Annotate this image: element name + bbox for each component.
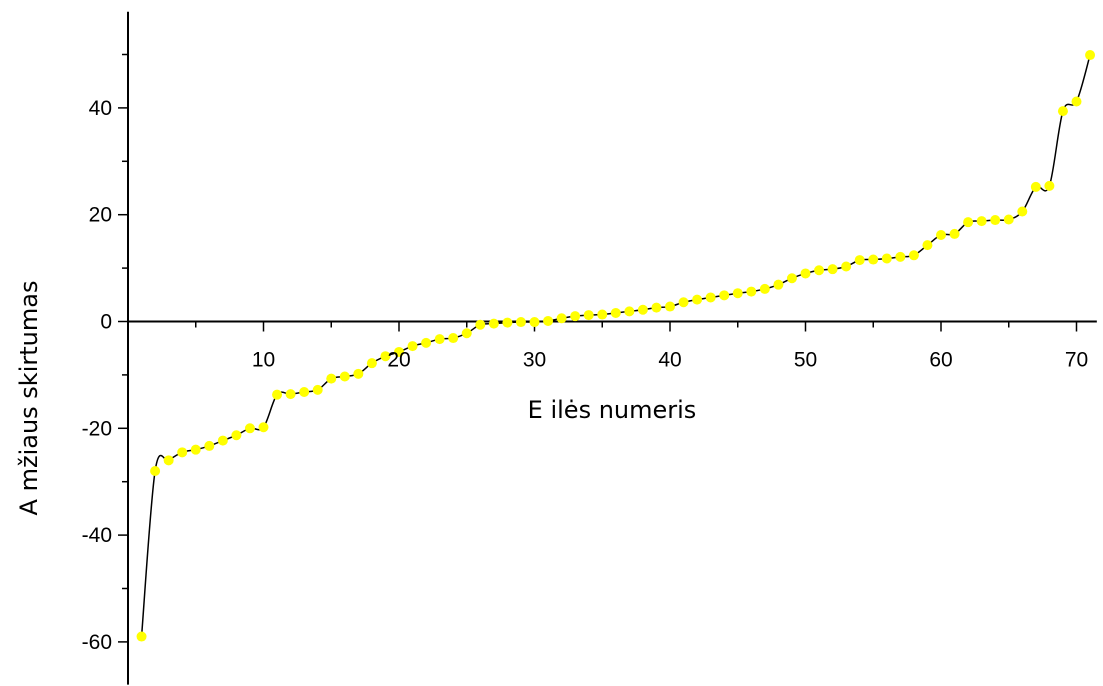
data-point <box>759 283 770 294</box>
data-point <box>678 297 689 308</box>
data-point <box>854 255 865 266</box>
data-point <box>543 315 554 326</box>
data-point <box>597 309 608 320</box>
data-point <box>312 384 323 395</box>
series-line <box>140 54 1091 637</box>
series-line-group <box>140 54 1091 637</box>
data-point <box>936 229 946 240</box>
data-point <box>394 346 404 357</box>
data-point <box>827 264 838 275</box>
data-point <box>841 261 852 272</box>
data-point <box>1085 50 1096 61</box>
data-point <box>1044 180 1055 191</box>
y-tick-label: 0 <box>100 311 112 334</box>
data-point <box>136 631 147 642</box>
y-tick-label: -60 <box>82 631 112 654</box>
data-point <box>1017 206 1028 217</box>
data-point <box>583 310 594 321</box>
y-tick-label: -20 <box>82 417 112 440</box>
data-point <box>570 311 581 322</box>
data-point <box>1003 214 1014 225</box>
data-point <box>326 373 337 384</box>
data-point <box>421 337 432 348</box>
data-point <box>163 455 174 466</box>
data-point <box>380 351 391 362</box>
data-point <box>624 306 635 317</box>
data-point <box>258 422 269 433</box>
data-point <box>800 268 811 279</box>
data-point <box>231 430 242 441</box>
data-point <box>990 215 1001 226</box>
y-tick-label: 40 <box>89 97 112 120</box>
data-point <box>244 423 255 434</box>
data-point <box>488 318 499 329</box>
x-tick-label: 70 <box>1065 349 1088 372</box>
data-point <box>786 273 797 284</box>
x-tick-label: 50 <box>794 349 817 372</box>
data-point <box>922 240 933 251</box>
data-point <box>651 302 662 313</box>
data-point <box>1071 96 1082 107</box>
data-point <box>637 304 648 315</box>
tick-labels: -60 -40 -20 0 20 40 10 20 30 40 50 60 70 <box>82 97 1089 654</box>
data-point <box>272 389 283 400</box>
y-axis-title: A mžiaus skirtumas <box>15 281 43 516</box>
data-point <box>177 447 188 458</box>
data-point <box>204 440 215 451</box>
data-point <box>217 435 228 446</box>
data-point <box>353 368 364 379</box>
data-point <box>963 217 974 228</box>
data-point <box>461 328 472 339</box>
x-tick-label: 10 <box>252 349 275 372</box>
data-point <box>299 386 310 397</box>
y-tick-label: 20 <box>89 204 112 227</box>
data-point <box>190 444 201 455</box>
data-point <box>719 290 730 301</box>
x-axis-title: E ilės numeris <box>528 396 697 424</box>
x-tick-label: 30 <box>523 349 546 372</box>
data-point <box>407 341 418 352</box>
data-point <box>434 334 445 345</box>
data-point <box>773 279 784 290</box>
data-point <box>732 288 743 299</box>
data-point <box>366 358 377 369</box>
data-point <box>502 317 513 328</box>
axes <box>118 11 1097 685</box>
y-tick-label: -40 <box>82 524 112 547</box>
data-point <box>868 254 879 265</box>
data-point <box>150 466 161 477</box>
data-point <box>285 389 296 400</box>
x-tick-label: 60 <box>929 349 952 372</box>
data-point <box>746 286 757 297</box>
data-point <box>339 371 350 382</box>
data-markers <box>136 50 1096 642</box>
data-point <box>1030 181 1041 192</box>
data-point <box>665 301 675 312</box>
data-point <box>949 228 960 239</box>
data-point <box>908 250 919 261</box>
x-tick-label: 20 <box>387 349 410 372</box>
data-point <box>814 265 825 276</box>
data-point <box>515 317 526 328</box>
data-point <box>610 307 621 318</box>
data-point <box>1057 106 1068 117</box>
data-point <box>556 313 567 324</box>
x-tick-label: 40 <box>658 349 681 372</box>
data-point <box>895 251 906 262</box>
data-point <box>529 317 540 328</box>
data-point <box>705 292 716 303</box>
data-point <box>881 253 892 264</box>
data-point <box>448 333 459 344</box>
data-point <box>976 216 987 227</box>
data-point <box>692 294 703 305</box>
data-point <box>475 319 486 330</box>
